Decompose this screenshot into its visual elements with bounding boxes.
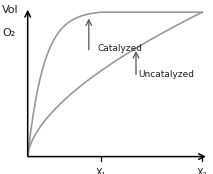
Text: Catalyzed: Catalyzed — [97, 44, 142, 53]
Text: X₁: X₁ — [96, 168, 106, 174]
Text: Vol: Vol — [2, 5, 19, 15]
Text: X₂: X₂ — [197, 168, 208, 174]
Text: Uncatalyzed: Uncatalyzed — [138, 70, 194, 79]
Text: O₂: O₂ — [2, 28, 15, 38]
